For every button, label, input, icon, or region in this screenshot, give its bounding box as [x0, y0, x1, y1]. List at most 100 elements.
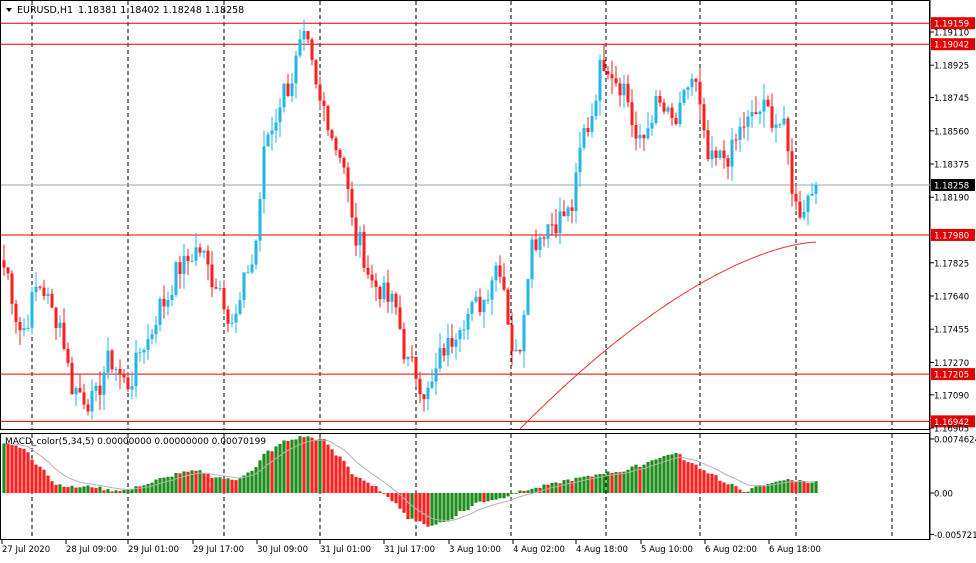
macd-bar [34, 464, 38, 493]
candle-body [598, 59, 602, 101]
macd-bar [702, 470, 706, 493]
price-tick-label: 1.17825 [934, 259, 969, 269]
candle-body [106, 350, 110, 373]
macd-bar [578, 477, 582, 493]
macd-bar [10, 445, 14, 493]
candles-group [2, 20, 818, 420]
macd-bar [430, 493, 434, 526]
macd-bar [406, 493, 410, 520]
candle-body [150, 334, 154, 340]
macd-bar [294, 439, 298, 493]
macd-bar [390, 493, 394, 502]
candle-body [122, 373, 126, 378]
macd-bar [450, 493, 454, 520]
macd-bar [486, 493, 490, 502]
candle-body [418, 378, 422, 395]
macd-bar [498, 493, 502, 499]
candle-body [78, 388, 82, 393]
macd-bar [534, 487, 538, 493]
macd-bar [778, 480, 782, 493]
macd-bar [614, 472, 618, 493]
candle-body [422, 394, 426, 399]
macd-bar [46, 475, 50, 493]
candle-body [326, 106, 330, 131]
candle-body [290, 83, 294, 97]
candle-body [258, 199, 262, 241]
macd-bar [262, 453, 266, 493]
macd-bar [798, 480, 802, 493]
level-tag [931, 368, 975, 381]
candle-body [174, 262, 178, 295]
candle-body [578, 147, 582, 173]
candle-body [694, 78, 698, 82]
macd-bar [142, 485, 146, 493]
macd-bar [50, 481, 54, 493]
price-tick-label: 1.17640 [934, 293, 969, 303]
macd-bar [270, 451, 274, 493]
macd-bar [210, 477, 214, 493]
candle-body [762, 99, 766, 112]
macd-bar [234, 480, 238, 493]
candle-body [114, 368, 118, 370]
macd-bar [206, 474, 210, 493]
candle-body [410, 356, 414, 358]
macd-bar [542, 484, 546, 493]
macd-bar [302, 437, 306, 493]
candle-body [750, 112, 754, 117]
macd-bar [774, 481, 778, 493]
macd-bar [738, 489, 742, 493]
macd-bar [602, 473, 606, 493]
macd-bar [670, 454, 674, 493]
candle-body [590, 116, 594, 132]
x-tick-label: 29 Jul 17:00 [193, 545, 244, 555]
macd-bar [330, 449, 334, 493]
macd-bar [582, 476, 586, 493]
macd-bar [70, 485, 74, 493]
candle-body [110, 350, 114, 370]
candle-body [658, 96, 662, 103]
macd-bar [622, 471, 626, 493]
price-tick-label: 1.18190 [934, 194, 969, 204]
macd-bar [2, 443, 6, 493]
macd-bar [58, 484, 62, 493]
symbol-dropdown-icon[interactable] [6, 8, 12, 12]
candle-body [462, 329, 466, 331]
level-tag [931, 228, 975, 241]
macd-bar [626, 469, 630, 493]
candle-body [186, 255, 190, 262]
macd-bar [398, 493, 402, 509]
candle-body [82, 392, 86, 405]
macd-signal-line [3, 439, 817, 522]
macd-bar [686, 462, 690, 493]
candle-body [70, 363, 74, 395]
macd-bar [198, 470, 202, 493]
macd-bar [286, 441, 290, 493]
macd-bar [170, 476, 174, 493]
macd-bar [386, 493, 390, 497]
candle-body [594, 100, 598, 117]
macd-bar [26, 452, 30, 493]
price-tick-label: 1.18560 [934, 127, 969, 137]
candle-body [474, 296, 478, 302]
macd-bar [114, 490, 118, 493]
macd-bar [454, 493, 458, 517]
candle-body [810, 193, 814, 196]
candle-body [710, 150, 714, 160]
candle-body [706, 130, 710, 160]
candle-body [130, 386, 134, 390]
macd-bar [158, 478, 162, 493]
candle-body [158, 298, 162, 325]
candle-body [46, 293, 50, 296]
macd-bar [126, 489, 130, 493]
candle-body [546, 224, 550, 239]
candle-body [670, 107, 674, 119]
macd-bar [554, 482, 558, 493]
horizontal-levels [1, 22, 930, 422]
candle-body [690, 78, 694, 88]
current-price-tag [931, 179, 975, 192]
candle-body [786, 118, 790, 152]
candle-body [282, 83, 286, 108]
candle-body [414, 356, 418, 379]
